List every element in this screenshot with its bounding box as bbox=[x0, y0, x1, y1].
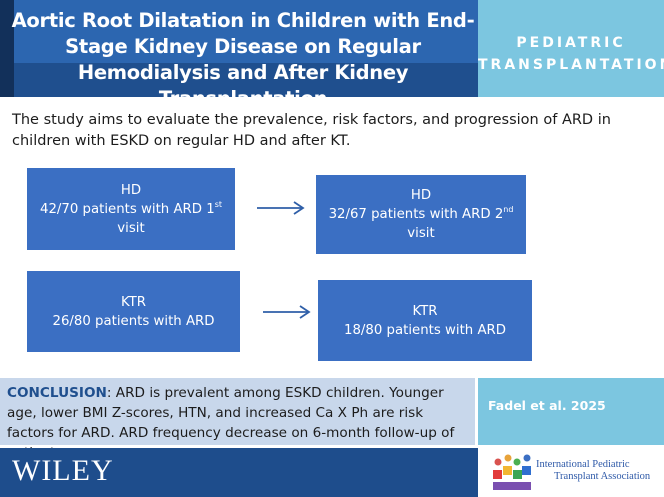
journal-name-line1: PEDIATRIC bbox=[516, 35, 626, 51]
footer-bar bbox=[0, 448, 478, 497]
association-line2: Transplant Association bbox=[554, 471, 651, 482]
ipta-logo-icon bbox=[493, 454, 531, 490]
journal-name-line2: TRANSPLANTATION bbox=[478, 57, 664, 73]
box-group: KTR bbox=[412, 303, 438, 319]
association-line1: International Pediatric bbox=[536, 459, 630, 470]
hd-second-visit-box: HD 32/67 patients with ARD 2nd visit bbox=[316, 175, 526, 254]
box-text: 32/67 patients with ARD 2nd bbox=[328, 205, 514, 223]
publisher-logo: WILEY bbox=[12, 454, 114, 487]
citation: Fadel et al. 2025 bbox=[488, 398, 606, 413]
title-banner-accent bbox=[0, 0, 14, 97]
box-text: 26/80 patients with ARD bbox=[52, 313, 215, 329]
journal-banner: PEDIATRIC TRANSPLANTATION bbox=[478, 0, 664, 97]
box-text: 42/70 patients with ARD 1st bbox=[39, 199, 223, 217]
conclusion-panel: CONCLUSION: ARD is prevalent among ESKD … bbox=[0, 378, 475, 461]
arrow-right-icon bbox=[257, 201, 305, 215]
title-banner-stripe bbox=[0, 63, 478, 97]
box-tail: visit bbox=[407, 226, 435, 241]
citation-panel bbox=[478, 378, 664, 445]
box-text: 18/80 patients with ARD bbox=[343, 322, 507, 338]
box-tail: visit bbox=[117, 220, 145, 236]
association-name: International Pediatric Transplant Assoc… bbox=[536, 459, 650, 483]
hd-first-visit-box: HD 42/70 patients with ARD 1st visit bbox=[27, 168, 235, 250]
ktr-baseline-box: KTR 26/80 patients with ARD bbox=[27, 271, 240, 352]
conclusion-label: CONCLUSION bbox=[7, 385, 107, 401]
box-group: HD bbox=[120, 182, 142, 198]
study-aim: The study aims to evaluate the prevalenc… bbox=[12, 112, 611, 149]
ktr-followup-box: KTR 18/80 patients with ARD bbox=[318, 280, 532, 361]
box-group: KTR bbox=[120, 294, 147, 310]
page-title: Aortic Root Dilatation in Children with … bbox=[11, 9, 475, 110]
box-group: HD bbox=[410, 188, 432, 203]
journal-name: PEDIATRIC TRANSPLANTATION bbox=[478, 32, 664, 76]
arrow-right-icon bbox=[263, 305, 311, 319]
